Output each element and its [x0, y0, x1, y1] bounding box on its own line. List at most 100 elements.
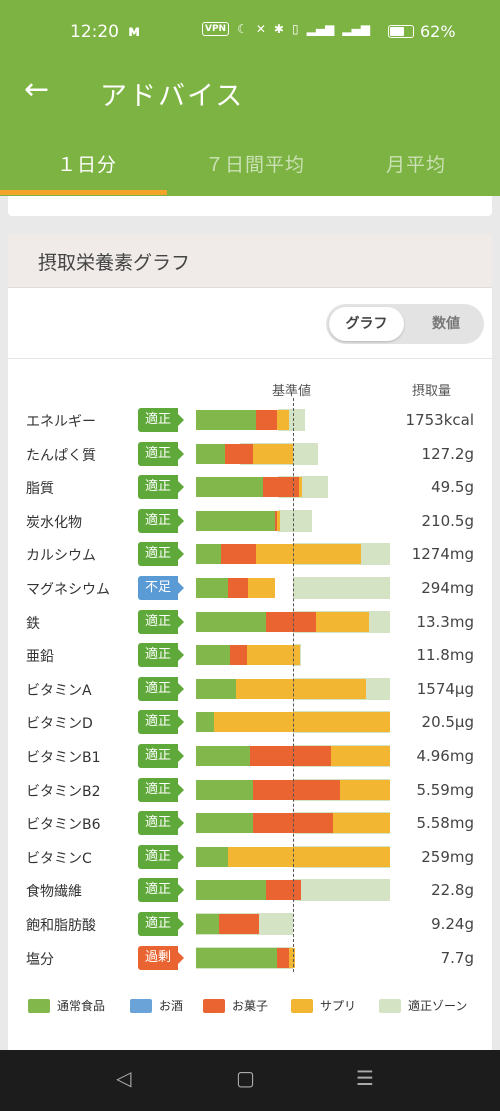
card-title: 摂取栄養素グラフ	[38, 252, 191, 274]
toggle-graph[interactable]: グラフ	[329, 307, 404, 341]
status-badge-label: 適正	[144, 647, 171, 662]
intake-value: 127.2g	[421, 445, 474, 463]
bar-area	[196, 644, 390, 666]
bar-segment-supplement	[247, 645, 300, 665]
nutrient-row: ビタミンD 適正 20.5μg	[8, 708, 492, 736]
bar-segment-supplement	[298, 477, 302, 497]
stacked-bar	[196, 813, 390, 833]
status-badge: 適正	[138, 677, 184, 701]
intake-value: 22.8g	[431, 881, 474, 899]
status-badge-label: 適正	[144, 681, 171, 696]
intake-value: 5.58mg	[416, 814, 474, 832]
legend-item: 適正ゾーン	[379, 997, 467, 1014]
intake-value: 20.5μg	[421, 713, 474, 731]
nutrient-name: 飽和脂肪酸	[26, 918, 96, 934]
bar-segment-snack	[228, 578, 249, 598]
bar-segment-supplement	[339, 780, 390, 800]
status-badge: 適正	[138, 845, 184, 869]
status-badge: 適正	[138, 442, 184, 466]
bar-area	[196, 409, 390, 431]
nav-back-icon[interactable]: ◁	[116, 1066, 132, 1090]
bar-segment-snack	[265, 612, 317, 632]
status-badge-label: 適正	[144, 849, 171, 864]
bar-area	[196, 711, 390, 733]
stacked-bar	[196, 880, 301, 900]
status-badge-label: 過剰	[144, 950, 171, 965]
nutrient-row: エネルギー 適正 1753kcal	[8, 406, 492, 434]
nutrient-row: 食物繊維 適正 22.8g	[8, 876, 492, 904]
status-badge: 適正	[138, 912, 184, 936]
toggle-numbers[interactable]: 数値	[432, 316, 460, 332]
legend-item: サプリ	[291, 997, 356, 1014]
status-badge: 適正	[138, 408, 184, 432]
bar-segment-supplement	[277, 511, 281, 531]
nutrient-row: たんぱく質 適正 127.2g	[8, 440, 492, 468]
nutrient-row: 塩分 過剰 7.7g	[8, 944, 492, 972]
bar-segment-food	[196, 914, 220, 934]
status-badge-label: 適正	[144, 748, 171, 763]
status-badge-label: 適正	[144, 782, 171, 797]
nutrient-name: ビタミンB6	[26, 817, 101, 833]
status-time: 12:20	[70, 22, 119, 42]
nutrient-row: マグネシウム 不足 294mg	[8, 574, 492, 602]
tab-1day[interactable]: １日分	[57, 154, 118, 176]
stacked-bar	[196, 746, 390, 766]
status-badge: 過剰	[138, 946, 184, 970]
bar-segment-food	[196, 612, 266, 632]
status-badge-label: 適正	[144, 714, 171, 729]
intake-value: 259mg	[421, 848, 474, 866]
bar-segment-supplement	[214, 712, 390, 732]
status-badge: 適正	[138, 778, 184, 802]
bar-segment-supplement	[316, 612, 369, 632]
bar-segment-food	[196, 780, 254, 800]
back-arrow-icon[interactable]: ←	[24, 72, 50, 107]
nav-recents-icon[interactable]: ☰	[356, 1066, 374, 1090]
legend-swatch	[379, 998, 401, 1013]
bar-segment-snack	[229, 645, 248, 665]
status-badge-label: 適正	[144, 916, 171, 931]
tab-monthly-average[interactable]: 月平均	[386, 154, 447, 176]
status-badge: 適正	[138, 744, 184, 768]
status-badge: 適正	[138, 610, 184, 634]
nutrient-name: 鉄	[26, 616, 40, 632]
bar-segment-food	[196, 410, 257, 430]
vpn-icon: VPN	[202, 22, 230, 36]
bar-segment-food	[196, 679, 236, 699]
app-notification-icon: ᴍ	[128, 22, 141, 40]
stacked-bar	[196, 444, 293, 464]
bar-segment-snack	[219, 914, 260, 934]
battery: 62%	[388, 22, 456, 41]
bar-segment-food	[196, 544, 222, 564]
status-badge: 適正	[138, 710, 184, 734]
appropriate-zone	[278, 510, 313, 532]
intake-value: 4.96mg	[416, 747, 474, 765]
bar-segment-supplement	[332, 813, 390, 833]
status-badge-label: 適正	[144, 412, 171, 427]
status-badge: 適正	[138, 811, 184, 835]
tab-bar: １日分 ７日間平均 月平均	[0, 136, 500, 196]
tab-7day-average[interactable]: ７日間平均	[205, 154, 306, 176]
intake-value: 49.5g	[431, 478, 474, 496]
status-badge: 適正	[138, 643, 184, 667]
nav-home-icon[interactable]: ▢	[236, 1066, 255, 1090]
status-badge-label: 適正	[144, 479, 171, 494]
bar-segment-supplement	[248, 578, 275, 598]
bar-area	[196, 577, 390, 599]
intake-value: 1274mg	[411, 545, 474, 563]
nutrient-row: 飽和脂肪酸 適正 9.24g	[8, 910, 492, 938]
bar-segment-food	[196, 578, 228, 598]
bar-area	[196, 476, 390, 498]
stacked-bar	[196, 679, 366, 699]
reference-line	[293, 398, 294, 972]
status-badge: 適正	[138, 475, 184, 499]
stacked-bar	[196, 410, 290, 430]
status-badge: 適正	[138, 542, 184, 566]
status-badge-label: 適正	[144, 513, 171, 528]
bar-area	[196, 510, 390, 532]
bar-area	[196, 846, 390, 868]
status-badge-label: 適正	[144, 815, 171, 830]
bar-segment-supplement	[289, 948, 295, 968]
intake-value: 9.24g	[431, 915, 474, 933]
nutrient-row: 亜鉛 適正 11.8mg	[8, 641, 492, 669]
view-toggle: グラフ 数値	[326, 304, 484, 344]
